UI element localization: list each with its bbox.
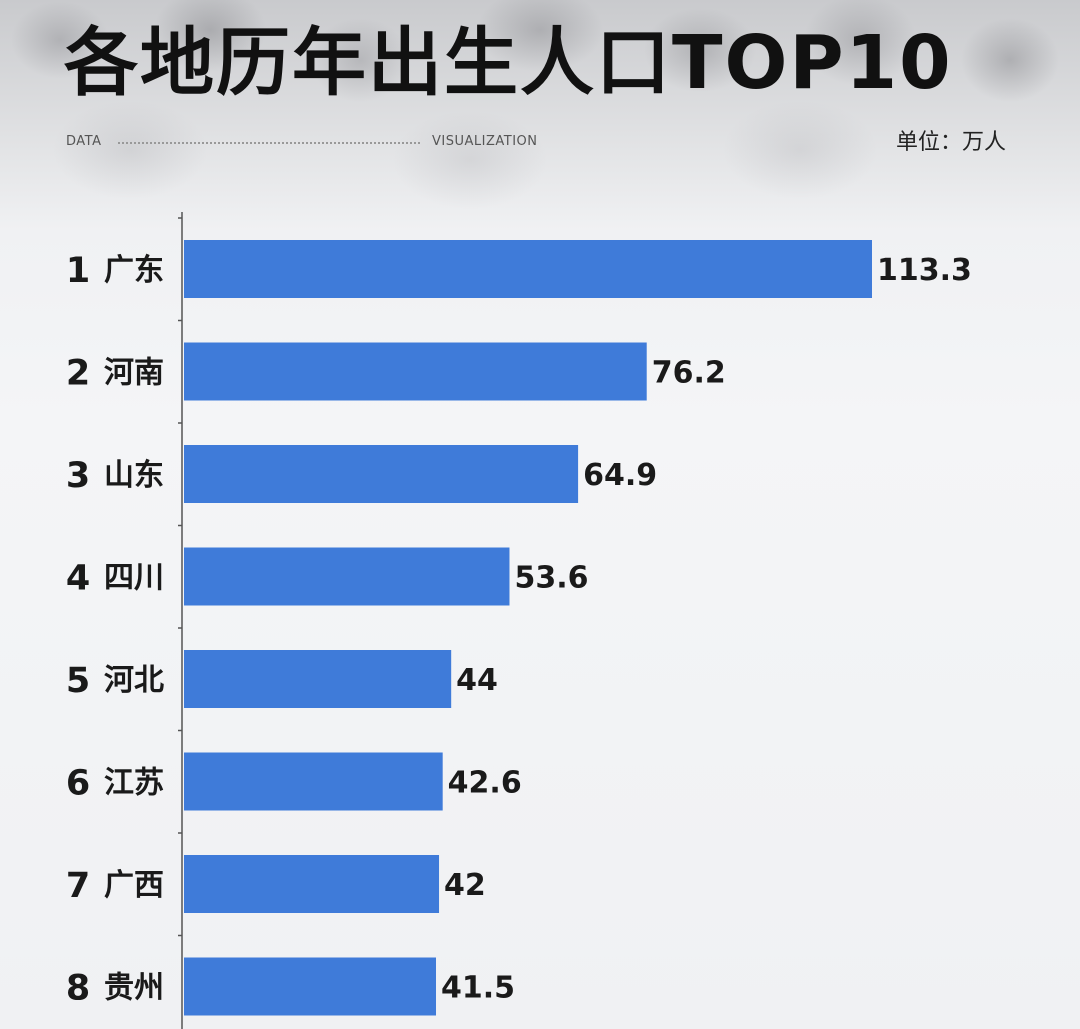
value-label: 113.3 <box>877 253 972 288</box>
value-label: 42 <box>444 868 486 903</box>
bar-3 <box>184 445 579 503</box>
rank-label: 5 <box>66 661 90 701</box>
bar-1 <box>184 240 872 298</box>
value-label: 41.5 <box>441 971 515 1006</box>
bar-5 <box>184 650 452 708</box>
value-label: 44 <box>456 663 498 698</box>
unit-label: 单位：万人 <box>896 130 1007 155</box>
category-label: 江苏 <box>104 766 164 801</box>
category-label: 山东 <box>104 458 164 493</box>
visualization-label: VISUALIZATION <box>432 134 538 149</box>
bar-7 <box>184 855 440 913</box>
bar-8 <box>184 957 437 1016</box>
rank-label: 8 <box>66 969 90 1009</box>
rank-label: 7 <box>66 866 90 906</box>
category-label: 广西 <box>104 868 164 903</box>
value-label: 53.6 <box>514 561 588 596</box>
category-label: 广东 <box>104 253 164 288</box>
data-label: DATA <box>66 134 102 149</box>
rank-label: 1 <box>66 251 90 291</box>
value-label: 42.6 <box>448 766 522 801</box>
value-label: 76.2 <box>652 356 726 391</box>
rank-label: 3 <box>66 456 90 496</box>
bar-6 <box>184 752 443 811</box>
category-label: 四川 <box>104 561 164 596</box>
value-label: 64.9 <box>583 458 657 493</box>
category-label: 河北 <box>104 663 164 698</box>
rank-label: 4 <box>66 559 90 599</box>
bar-2 <box>184 342 647 401</box>
chart-title: 各地历年出生人口TOP10 <box>64 20 953 106</box>
dotted-divider <box>118 142 420 144</box>
rank-label: 6 <box>66 764 90 804</box>
rank-label: 2 <box>66 354 90 394</box>
bar-4 <box>184 547 510 606</box>
category-label: 贵州 <box>104 971 164 1006</box>
category-label: 河南 <box>104 356 164 391</box>
